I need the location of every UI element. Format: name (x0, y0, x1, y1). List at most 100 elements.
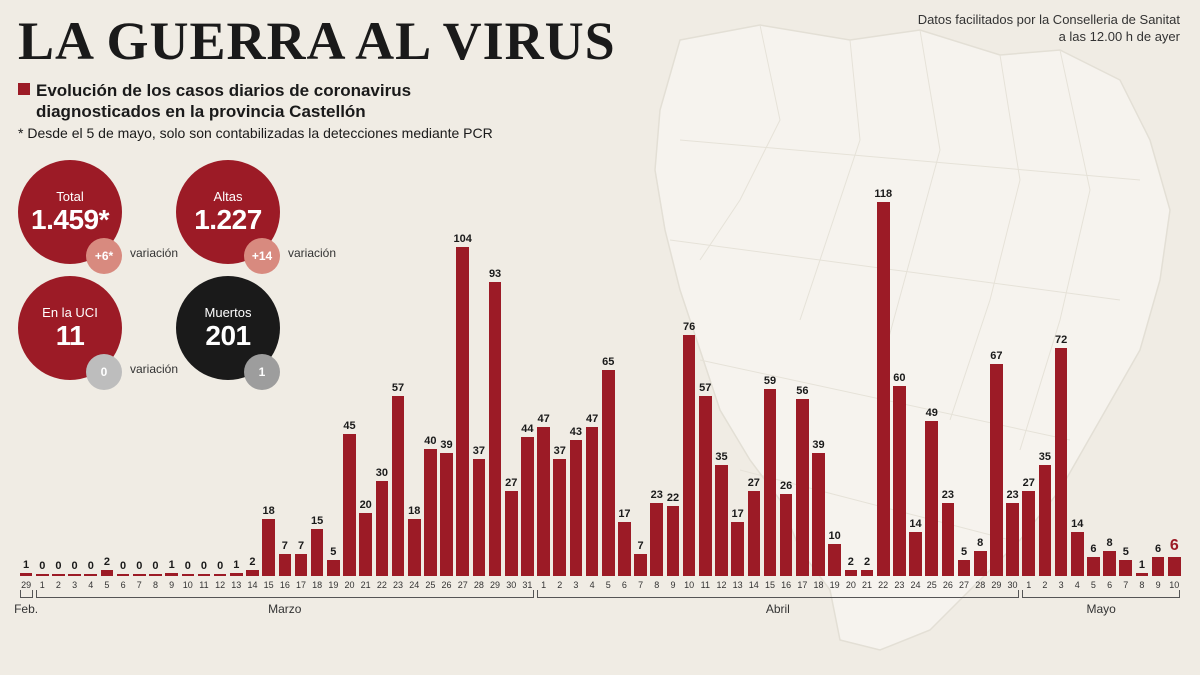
bar (262, 519, 275, 576)
bar-column: 7 17 (293, 540, 309, 576)
bar (505, 491, 518, 577)
bar-day-label: 17 (797, 580, 807, 590)
bar-day-label: 5 (1091, 580, 1096, 590)
bar-column: 44 31 (519, 423, 535, 576)
bar-day-label: 5 (104, 580, 109, 590)
bar (52, 574, 65, 576)
bar-day-label: 21 (361, 580, 371, 590)
bar-day-label: 27 (458, 580, 468, 590)
footnote: * Desde el 5 de mayo, solo son contabili… (18, 125, 1182, 141)
bar-day-label: 3 (1059, 580, 1064, 590)
bar-value-label: 37 (554, 445, 566, 457)
bar-value-label: 14 (909, 518, 921, 530)
bar (893, 386, 906, 576)
bar (279, 554, 292, 576)
bar (586, 427, 599, 576)
bar (359, 513, 372, 576)
source-line-1: Datos facilitados por la Conselleria de … (918, 12, 1180, 29)
bar-value-label: 60 (893, 372, 905, 384)
bar-value-label: 23 (1006, 489, 1018, 501)
bar-value-label: 5 (1123, 546, 1129, 558)
bar-day-label: 28 (975, 580, 985, 590)
bar-column: 37 28 (471, 445, 487, 576)
bar (376, 481, 389, 576)
bar-column: 14 24 (907, 518, 923, 576)
bar-day-label: 10 (1169, 580, 1179, 590)
bar-value-label: 15 (311, 515, 323, 527)
bar-column: 5 7 (1118, 546, 1134, 576)
bar-column: 45 20 (341, 420, 357, 577)
bar (1119, 560, 1132, 576)
bar-value-label: 30 (376, 467, 388, 479)
bar-column: 57 23 (390, 382, 406, 577)
bar-value-label: 17 (618, 508, 630, 520)
bar-column: 0 12 (212, 560, 228, 576)
bar-day-label: 8 (153, 580, 158, 590)
bar (165, 573, 178, 576)
bar-column: 1 9 (164, 559, 180, 576)
bar-column: 27 1 (1021, 477, 1037, 577)
bar-day-label: 7 (1123, 580, 1128, 590)
bar-value-label: 23 (651, 489, 663, 501)
bar-column: 93 29 (487, 268, 503, 577)
bar-day-label: 1 (1026, 580, 1031, 590)
bar-value-label: 1 (1139, 559, 1145, 571)
bar (958, 560, 971, 576)
bar (456, 247, 469, 576)
bar-day-label: 25 (425, 580, 435, 590)
bar-day-label: 2 (1042, 580, 1047, 590)
bar (909, 532, 922, 576)
month-bracket (36, 590, 534, 598)
bar-column: 6 5 (1085, 543, 1101, 576)
bar-day-label: 19 (830, 580, 840, 590)
bar-column: 39 26 (438, 439, 454, 577)
bar-day-label: 29 (991, 580, 1001, 590)
bar-day-label: 4 (88, 580, 93, 590)
bar (311, 529, 324, 577)
bar-column: 0 1 (34, 560, 50, 576)
bar (101, 570, 114, 576)
bar-day-label: 17 (296, 580, 306, 590)
bar (1055, 348, 1068, 576)
bar-value-label: 20 (360, 499, 372, 511)
bar (182, 574, 195, 576)
bar-value-label: 93 (489, 268, 501, 280)
bar-column: 104 27 (455, 233, 471, 576)
month-label: Feb. (14, 602, 38, 616)
bar (133, 574, 146, 576)
bar (845, 570, 858, 576)
bar-value-label: 35 (715, 451, 727, 463)
bar (942, 503, 955, 576)
bar-day-label: 31 (522, 580, 532, 590)
bar-value-label: 44 (521, 423, 533, 435)
bar (327, 560, 340, 576)
bar-value-label: 76 (683, 321, 695, 333)
bar-day-label: 19 (328, 580, 338, 590)
bar-day-label: 24 (409, 580, 419, 590)
bar-column: 5 19 (325, 546, 341, 576)
bar-value-label: 45 (343, 420, 355, 432)
bar (650, 503, 663, 576)
bar-day-label: 4 (1075, 580, 1080, 590)
bar-column: 27 30 (503, 477, 519, 577)
bar-value-label: 67 (990, 350, 1002, 362)
bar-column: 8 28 (972, 537, 988, 576)
bar-column: 59 15 (762, 375, 778, 576)
month-bracket (1022, 590, 1180, 598)
bar-value-label: 17 (732, 508, 744, 520)
month-label: Marzo (268, 602, 301, 616)
bar-day-label: 9 (670, 580, 675, 590)
bar (1103, 551, 1116, 576)
bar-column: 67 29 (988, 350, 1004, 576)
bar-column: 37 2 (552, 445, 568, 576)
bar (440, 453, 453, 577)
bar-day-label: 8 (654, 580, 659, 590)
bar-value-label: 0 (136, 560, 142, 572)
bar-day-label: 26 (943, 580, 953, 590)
bar-column: 49 25 (924, 407, 940, 576)
bar-column: 8 6 (1102, 537, 1118, 576)
bar (1022, 491, 1035, 577)
bar-day-label: 30 (1008, 580, 1018, 590)
bar (877, 202, 890, 576)
bar-column: 0 2 (50, 560, 66, 576)
